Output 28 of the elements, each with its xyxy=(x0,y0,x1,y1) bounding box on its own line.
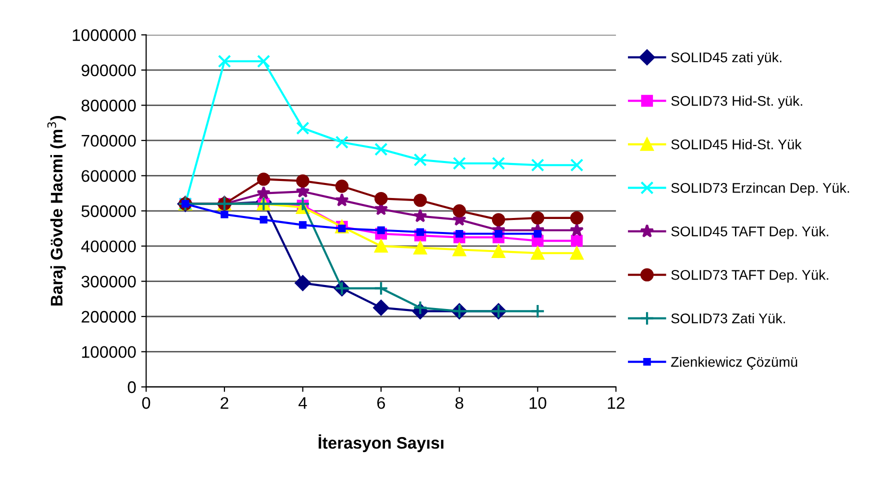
legend-label: SOLID45 TAFT Dep. Yük. xyxy=(671,226,828,240)
legend-label: SOLID45 Hid-St. Yük xyxy=(671,139,802,150)
y-tick-label: 600000 xyxy=(82,170,136,182)
legend-label: SOLID73 Erzincan Dep. Yük. xyxy=(671,182,850,196)
x-tick-label: 4 xyxy=(298,397,307,409)
y-axis-title: Baraj Gövde Hacmi (m$^{3}$) xyxy=(47,116,66,306)
y-tick-label: 300000 xyxy=(81,276,136,288)
y-tick-label: 800000 xyxy=(82,100,136,112)
x-tick-label: 8 xyxy=(455,397,464,409)
x-axis-title: İterasyon Sayısı xyxy=(318,434,444,452)
x-tick-label: 10 xyxy=(530,397,546,409)
y-tick-label: 900000 xyxy=(82,64,136,76)
legend-label: Zienkiewicz Çözümü xyxy=(671,356,798,370)
y-tick-label: 400000 xyxy=(81,240,136,252)
legend-label: SOLID73 TAFT Dep. Yük. xyxy=(671,270,828,283)
y-tick-label: 200000 xyxy=(82,310,136,323)
y-tick-label: 100000 xyxy=(82,346,136,358)
x-tick-label: 0 xyxy=(142,397,150,409)
x-tick-label: 6 xyxy=(377,397,385,409)
y-tick-label: 500000 xyxy=(81,205,136,218)
y-tick-label: 1000000 xyxy=(72,29,136,42)
y-tick-label: 700000 xyxy=(82,134,136,147)
x-tick-label: 12 xyxy=(608,397,624,409)
y-tick-label: 0 xyxy=(128,381,136,394)
legend-label: SOLID45 zati yük. xyxy=(671,52,782,66)
x-tick-label: 2 xyxy=(220,397,228,409)
legend-label: SOLID73 Zati Yük. xyxy=(671,313,785,324)
legend-label: SOLID73 Hid-St. yük. xyxy=(671,96,802,109)
